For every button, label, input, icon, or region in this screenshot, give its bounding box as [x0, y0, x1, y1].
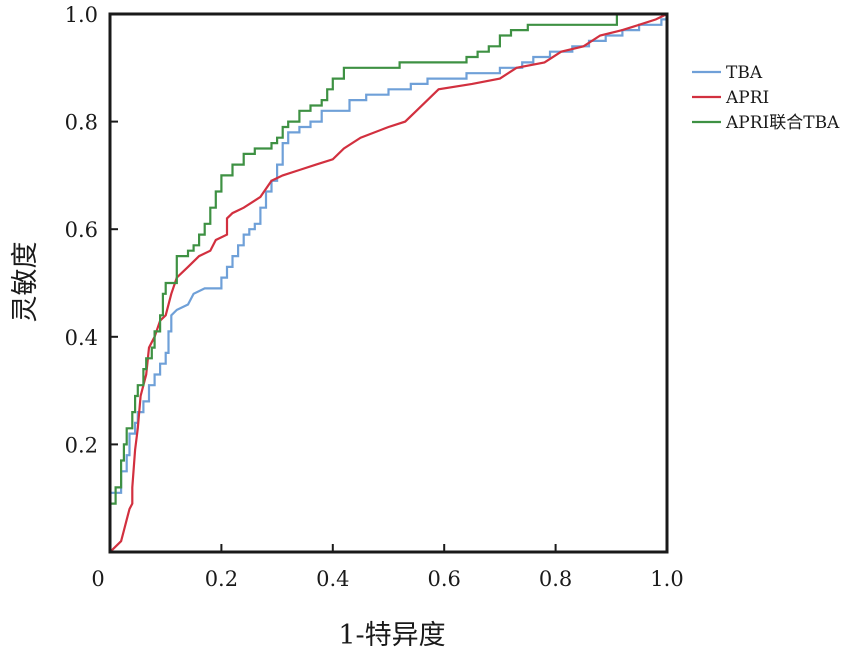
series-lines — [108, 12, 668, 553]
legend-label: APRI — [725, 88, 769, 108]
y-tick-label: 1.0 — [65, 3, 98, 27]
series-line-1 — [109, 13, 668, 553]
legend-label: APRI联合TBA — [725, 113, 840, 133]
y-axis-ticks: 0.2 0.4 0.6 0.8 1.0 — [65, 3, 118, 457]
x-tick-label: 1.0 — [650, 567, 683, 591]
x-axis-title: 1-特异度 — [338, 620, 445, 651]
series-line-2 — [108, 12, 667, 552]
x-tick-label: 0.6 — [427, 567, 460, 591]
y-tick-label: 0.2 — [65, 433, 98, 457]
series-line-0 — [108, 18, 667, 552]
x-tick-label: 0 — [91, 567, 104, 591]
x-tick-label: 0.4 — [316, 567, 349, 591]
legend: TBA APRI APRI联合TBA — [692, 63, 840, 133]
y-tick-label: 0.8 — [65, 111, 98, 135]
plot-frame — [108, 12, 669, 554]
x-tick-label: 0.8 — [539, 567, 572, 591]
y-axis-title: 灵敏度 — [10, 242, 41, 323]
y-tick-label: 0.4 — [65, 326, 98, 350]
x-tick-label: 0.2 — [205, 567, 238, 591]
legend-label: TBA — [726, 63, 763, 83]
y-tick-label: 0.6 — [65, 218, 98, 242]
